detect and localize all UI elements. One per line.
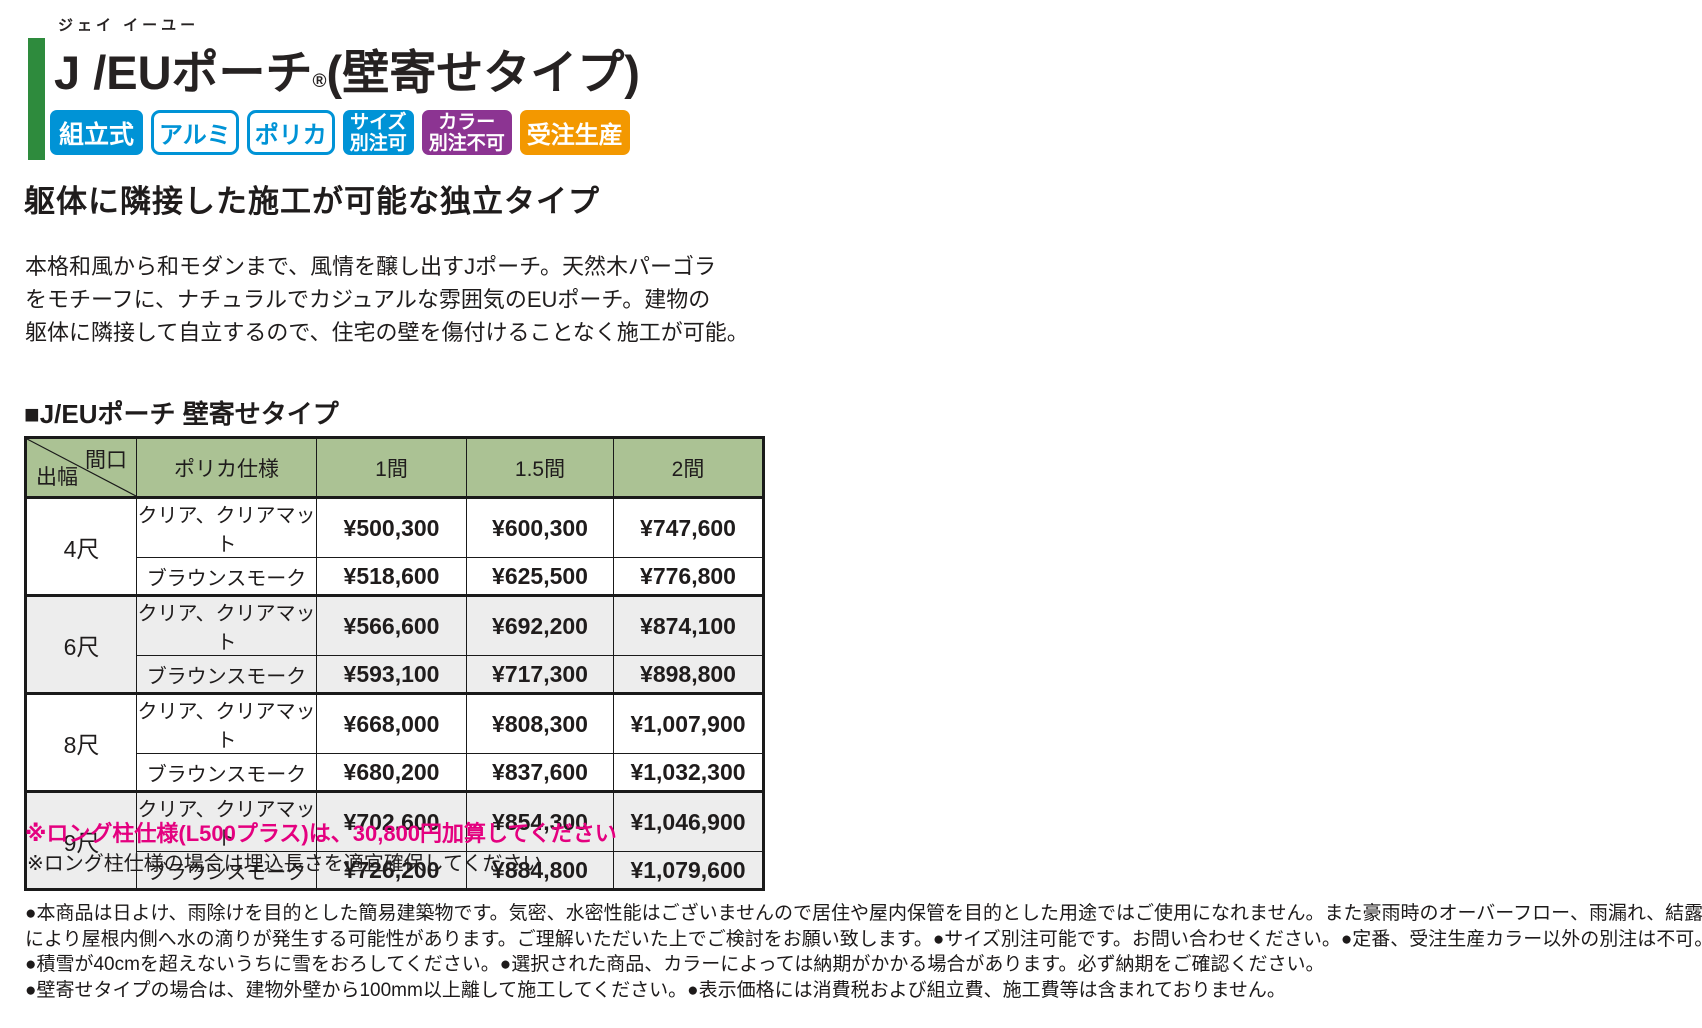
price-cell: ¥776,800 — [613, 557, 764, 596]
price-cell: ¥837,600 — [466, 753, 614, 792]
depth-cell: 9尺 — [25, 790, 137, 890]
footnote-line: ●壁寄せタイプの場合は、建物外壁から100mm以上離して施工してください。●表示… — [25, 979, 1286, 1001]
footnote-line: ●本商品は日よけ、雨除けを目的とした簡易建築物です。気密、水密性能はございません… — [25, 903, 1702, 924]
badge-label: ポリカ — [254, 122, 327, 149]
footnotes: ●本商品は日よけ、雨除けを目的とした簡易建築物です。気密、水密性能はございません… — [25, 901, 1702, 1003]
price-cell: ¥747,600 — [613, 496, 764, 558]
long-pillar-embed-note: ※ロング柱仕様の場合は埋込長さを適宜確保してください — [27, 853, 543, 875]
intro-line: をモチーフに、ナチュラルでカジュアルな雰囲気のEUポーチ。建物の — [25, 287, 711, 312]
spec-cell: ブラウンスモーク — [136, 851, 317, 890]
page-title: J /EUポーチ®(壁寄せタイプ) — [54, 34, 640, 103]
badge-color-bespoke-ng: カラー 別注不可 — [421, 110, 512, 155]
price-cell: ¥717,300 — [466, 655, 614, 694]
price-cell: ¥680,200 — [316, 753, 467, 792]
spec-cell: クリア、クリアマット — [136, 496, 317, 558]
depth-cell: 8尺 — [25, 692, 137, 792]
depth-cell: 4尺 — [25, 496, 137, 596]
price-cell: ¥625,500 — [466, 557, 614, 596]
table-row: 6尺 クリア、クリアマット ¥566,600 ¥692,200 ¥874,100 — [25, 594, 764, 694]
depth-cell: 6尺 — [25, 594, 137, 694]
spec-cell: クリア、クリアマット — [136, 692, 317, 754]
price-cell: ¥692,200 — [466, 594, 614, 656]
badge-label: アルミ — [159, 122, 231, 149]
price-cell: ¥1,032,300 — [613, 753, 764, 792]
price-cell: ¥884,800 — [466, 851, 614, 890]
table-row: 8尺 クリア、クリアマット ¥668,000 ¥808,300 ¥1,007,9… — [25, 692, 764, 792]
corner-label-span: 間口 — [85, 449, 127, 472]
badge-label: 別注可 — [349, 132, 407, 154]
price-cell: ¥726,200 — [316, 851, 467, 890]
spec-cell: ブラウンスモーク — [136, 557, 317, 596]
badge-label: 受注生産 — [526, 122, 623, 149]
badge-kumitate: 組立式 — [50, 110, 144, 155]
accent-green-bar — [28, 38, 45, 160]
page-title-suffix: (壁寄せタイプ) — [326, 46, 640, 99]
price-cell: ¥874,100 — [613, 594, 764, 656]
price-cell: ¥518,600 — [316, 557, 467, 596]
price-cell: ¥1,046,900 — [613, 790, 764, 852]
price-cell: ¥566,600 — [316, 594, 467, 656]
registered-trademark-symbol: ® — [312, 71, 327, 92]
footnote-line: により屋根内側へ水の滴りが発生する可能性があります。ご理解いただいた上でご検討を… — [25, 928, 1702, 950]
badge-label: サイズ — [350, 111, 407, 133]
spec-cell: ブラウンスモーク — [136, 655, 317, 694]
table-row: ブラウンスモーク ¥518,600 ¥625,500 ¥776,800 — [26, 557, 764, 596]
badge-label: 別注不可 — [428, 132, 505, 154]
corner-label-depth: 出幅 — [36, 466, 78, 489]
badge-size-bespoke-ok: サイズ 別注可 — [342, 110, 414, 155]
table-header-row: 間口 出幅 ポリカ仕様 1間 1.5間 2間 — [25, 437, 764, 499]
spec-cell: ブラウンスモーク — [136, 753, 317, 792]
price-cell: ¥593,100 — [316, 655, 467, 694]
price-table: 間口 出幅 ポリカ仕様 1間 1.5間 2間 4尺 クリア、クリアマット ¥50… — [24, 436, 765, 891]
table-row: ブラウンスモーク ¥726,200 ¥884,800 ¥1,079,600 — [26, 851, 764, 890]
column-header-2ken: 2間 — [613, 437, 764, 499]
table-row: ブラウンスモーク ¥680,200 ¥837,600 ¥1,032,300 — [26, 753, 764, 792]
product-badges: 組立式 アルミ ポリカ サイズ 別注可 カラー 別注不可 受注生産 — [50, 110, 630, 155]
section-heading: 躯体に隣接した施工が可能な独立タイプ — [24, 184, 600, 219]
spec-cell: クリア、クリアマット — [136, 790, 317, 852]
intro-line: 本格和風から和モダンまで、風情を醸し出すJポーチ。天然木パーゴラ — [25, 254, 717, 279]
price-cell: ¥668,000 — [316, 692, 467, 754]
price-cell: ¥898,800 — [613, 655, 764, 694]
price-cell: ¥1,007,900 — [613, 692, 764, 754]
price-cell: ¥808,300 — [466, 692, 614, 754]
price-cell: ¥1,079,600 — [613, 851, 764, 890]
table-row: 4尺 クリア、クリアマット ¥500,300 ¥600,300 ¥747,600 — [25, 496, 764, 596]
badge-label: カラー — [438, 111, 496, 133]
corner-header-cell: 間口 出幅 — [25, 437, 137, 499]
table-row: ブラウンスモーク ¥593,100 ¥717,300 ¥898,800 — [26, 655, 764, 694]
badge-label: 組立式 — [59, 120, 135, 149]
price-cell: ¥500,300 — [316, 496, 467, 558]
intro-paragraph: 本格和風から和モダンまで、風情を醸し出すJポーチ。天然木パーゴラ をモチーフに、… — [25, 250, 749, 349]
column-header-spec: ポリカ仕様 — [136, 437, 317, 499]
column-header-1_5ken: 1.5間 — [466, 437, 614, 499]
badge-made-to-order: 受注生産 — [519, 110, 630, 155]
intro-line: 躯体に隣接して自立するので、住宅の壁を傷付けることなく施工が可能。 — [25, 320, 749, 345]
badge-aluminum: アルミ — [151, 110, 239, 155]
badge-polyca: ポリカ — [246, 110, 335, 155]
table-title: ■J/EUポーチ 壁寄せタイプ — [24, 399, 339, 429]
footnote-line: ●積雪が40cmを超えないうちに雪をおろしてください。●選択された商品、カラーに… — [25, 954, 1325, 975]
table-row: 9尺 クリア、クリアマット ¥702,600 ¥854,300 ¥1,046,9… — [25, 790, 764, 890]
column-header-1ken: 1間 — [316, 437, 467, 499]
spec-cell: クリア、クリアマット — [136, 594, 317, 656]
price-cell: ¥600,300 — [466, 496, 614, 558]
page-title-main: J /EUポーチ — [54, 46, 313, 99]
price-cell: ¥854,300 — [466, 790, 614, 852]
long-pillar-surcharge-note: ※ロング柱仕様(L500プラス)は、30,800円加算してください — [25, 821, 617, 846]
diagonal-divider — [27, 439, 136, 496]
product-furigana: ジェイ イーユー — [58, 17, 200, 34]
